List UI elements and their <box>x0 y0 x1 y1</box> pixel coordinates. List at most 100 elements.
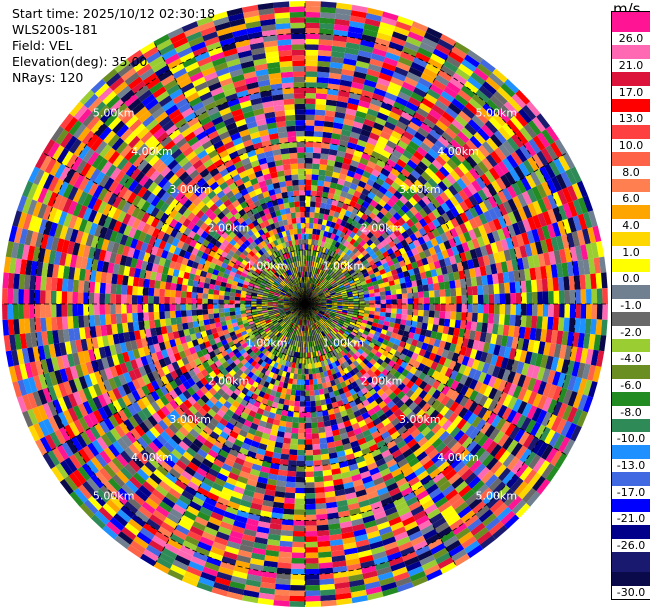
velocity-gate <box>175 304 181 311</box>
velocity-gate <box>374 203 384 212</box>
velocity-gate <box>305 141 314 148</box>
velocity-gate <box>493 130 507 144</box>
velocity-gate <box>315 196 322 203</box>
velocity-gate <box>349 15 366 24</box>
velocity-gate <box>316 519 329 526</box>
velocity-gate <box>407 268 415 276</box>
velocity-gate <box>284 497 295 504</box>
velocity-gate <box>397 225 406 235</box>
velocity-gate <box>426 255 434 264</box>
velocity-gate <box>406 249 414 258</box>
velocity-gate <box>422 205 432 215</box>
velocity-gate <box>339 208 347 216</box>
velocity-gate <box>381 231 390 240</box>
velocity-gate <box>426 277 434 285</box>
velocity-gate <box>315 497 326 504</box>
velocity-gate <box>496 228 506 241</box>
velocity-gate <box>66 304 73 317</box>
velocity-gate <box>482 284 489 295</box>
velocity-gate <box>142 304 149 313</box>
velocity-gate <box>417 175 428 186</box>
velocity-gate <box>580 304 587 319</box>
velocity-gate <box>369 296 376 301</box>
velocity-gate <box>368 289 375 294</box>
velocity-gate <box>318 169 327 176</box>
velocity-gate <box>401 309 408 315</box>
velocity-gate <box>401 230 410 240</box>
velocity-gate <box>373 288 380 293</box>
velocity-gate <box>297 368 302 375</box>
velocity-gate <box>314 109 326 116</box>
velocity-gate <box>326 284 333 290</box>
velocity-gate <box>323 242 329 249</box>
velocity-gate <box>532 135 546 151</box>
velocity-gate <box>164 311 171 319</box>
velocity-gate <box>39 304 46 318</box>
velocity-gate <box>333 24 350 32</box>
velocity-gate <box>312 163 320 170</box>
velocity-gate <box>536 150 549 167</box>
velocity-gate <box>532 200 543 215</box>
velocity-gate <box>289 601 305 607</box>
velocity-gate <box>443 257 452 267</box>
velocity-gate <box>319 164 328 171</box>
velocity-gate <box>555 173 567 190</box>
velocity-gate <box>380 307 387 313</box>
velocity-gate <box>453 166 465 179</box>
velocity-gate <box>486 232 496 244</box>
velocity-gate <box>432 218 441 229</box>
velocity-gate <box>291 563 305 570</box>
velocity-gate <box>461 304 468 313</box>
velocity-gate <box>477 256 485 267</box>
velocity-gate <box>451 245 460 256</box>
velocity-gate <box>365 142 376 151</box>
velocity-gate <box>148 295 154 304</box>
velocity-gate <box>321 409 329 417</box>
velocity-gate <box>438 166 450 178</box>
velocity-gate <box>403 177 414 188</box>
velocity-gate <box>493 283 500 295</box>
velocity-gate <box>305 552 319 559</box>
velocity-gate <box>494 304 500 315</box>
velocity-gate <box>352 76 366 85</box>
velocity-gate <box>498 126 512 141</box>
velocity-gate <box>323 279 328 285</box>
velocity-gate <box>331 281 337 287</box>
velocity-gate <box>438 115 452 128</box>
velocity-gate <box>518 269 526 282</box>
velocity-gate <box>380 101 394 112</box>
velocity-gate <box>329 182 338 190</box>
velocity-gate <box>83 304 89 316</box>
velocity-gate <box>422 284 429 292</box>
velocity-gate <box>305 233 309 240</box>
velocity-gate <box>378 282 385 289</box>
velocity-gate <box>521 304 527 316</box>
velocity-gate <box>464 220 474 232</box>
velocity-gate <box>550 236 560 252</box>
velocity-gate <box>286 416 294 423</box>
velocity-gate <box>445 55 462 69</box>
velocity-gate <box>423 290 430 298</box>
velocity-gate <box>333 166 342 174</box>
velocity-gate <box>218 312 225 318</box>
velocity-gate <box>376 112 389 122</box>
velocity-gate <box>305 168 313 175</box>
velocity-gate <box>310 190 317 197</box>
velocity-gate <box>282 437 291 444</box>
velocity-gate <box>421 278 428 286</box>
velocity-gate <box>366 256 374 263</box>
velocity-gate <box>397 172 408 183</box>
velocity-gate <box>534 240 544 255</box>
velocity-gate <box>372 246 380 254</box>
velocity-gate <box>305 152 313 159</box>
velocity-gate <box>370 263 378 270</box>
velocity-gate <box>346 217 354 225</box>
velocity-gate <box>430 144 443 156</box>
velocity-gate <box>332 122 344 130</box>
velocity-gate <box>420 72 435 84</box>
velocity-gate <box>292 536 305 543</box>
velocity-gate <box>278 551 292 558</box>
velocity-gate <box>94 314 101 327</box>
velocity-gate <box>463 269 471 279</box>
velocity-gate <box>536 279 543 292</box>
